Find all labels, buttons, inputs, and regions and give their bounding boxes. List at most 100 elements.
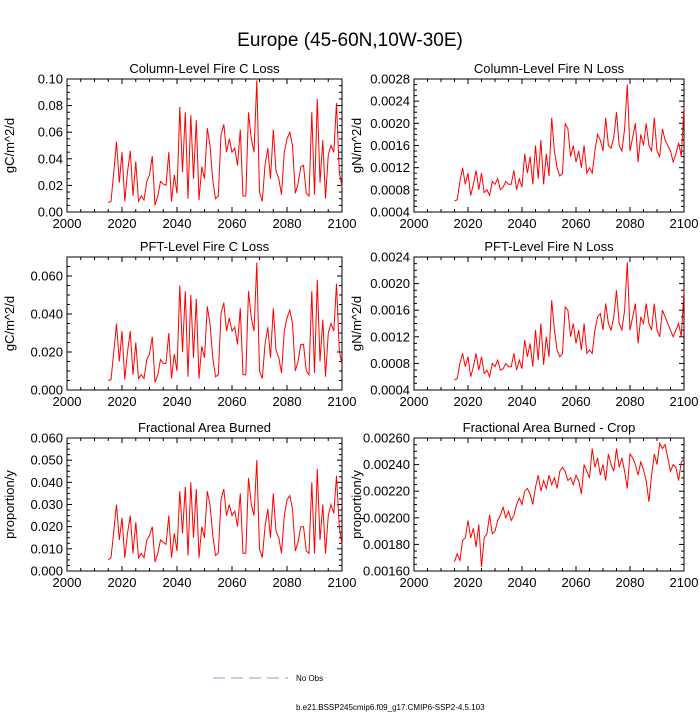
- x-tick-label: 2040: [508, 394, 537, 409]
- x-tick-label: 2060: [218, 216, 247, 231]
- main-title: Europe (45-60N,10W-30E): [237, 30, 463, 51]
- y-tick-label: 0.060: [30, 431, 63, 446]
- panel-title: PFT-Level Fire N Loss: [484, 239, 614, 254]
- panels: 2000 2020 2040 2060 2080 2100 0.00 0.02 0.04 0.06…: [2, 61, 698, 590]
- x-tick-label: 2020: [108, 575, 137, 590]
- x-tick-label: 2100: [670, 394, 699, 409]
- y-tick-label: 0.010: [30, 541, 63, 556]
- plot-frame: [66, 256, 343, 391]
- panel-2: 2000 2020 2040 2060 2080 2100 0.0004 0.0008 0.00…: [349, 61, 698, 231]
- series-line: [454, 84, 685, 202]
- y-axis-label: proportion/y: [2, 470, 17, 539]
- series-line: [454, 262, 685, 381]
- x-tick-label: 2080: [273, 575, 302, 590]
- x-tick-label: 2060: [562, 216, 591, 231]
- y-axis-label: gC/m^2/d: [2, 296, 17, 351]
- panel-title: PFT-Level Fire C Loss: [140, 239, 270, 254]
- y-tick-label: 0.0012: [370, 329, 410, 344]
- x-tick-label: 2080: [616, 216, 645, 231]
- y-tick-label: 0.02: [38, 178, 63, 193]
- panel-title: Fractional Area Burned - Crop: [463, 420, 636, 435]
- y-tick-label: 0.020: [30, 519, 63, 534]
- y-axis-label: proportion/y: [349, 470, 364, 539]
- panel-4: 2000 2020 2040 2060 2080 2100 0.0004 0.0008 0.00…: [349, 239, 698, 409]
- panel-3: 2000 2020 2040 2060 2080 2100 0.000 0.020 0.040 0…: [2, 239, 356, 409]
- series-line: [108, 262, 343, 383]
- y-tick-label: 0.040: [30, 307, 63, 322]
- y-tick-label: 0.00260: [363, 431, 410, 446]
- y-tick-label: 0.0020: [370, 116, 410, 131]
- plot-frame: [413, 437, 685, 572]
- plot-frame: [66, 78, 343, 213]
- y-axis-label: gC/m^2/d: [2, 118, 17, 173]
- x-tick-label: 2040: [163, 216, 192, 231]
- panel-1: 2000 2020 2040 2060 2080 2100 0.00 0.02 0.04 0.06…: [2, 61, 356, 231]
- y-tick-label: 0.00240: [363, 457, 410, 472]
- x-tick-label: 2080: [616, 575, 645, 590]
- x-tick-label: 2040: [163, 394, 192, 409]
- y-tick-label: 0.040: [30, 475, 63, 490]
- x-tick-label: 2100: [328, 575, 357, 590]
- legend-label-run: b.e21.BSSP245cmip6.f09_g17.CMIP6-SSP2-4.…: [296, 703, 485, 712]
- y-tick-label: 0.0020: [370, 276, 410, 291]
- x-tick-label: 2000: [400, 575, 429, 590]
- series-line: [107, 460, 343, 563]
- x-tick-label: 2100: [670, 575, 699, 590]
- y-tick-label: 0.060: [30, 269, 63, 284]
- x-tick-label: 2100: [328, 394, 357, 409]
- x-tick-label: 2040: [163, 575, 192, 590]
- y-tick-label: 0.0016: [370, 138, 410, 153]
- y-tick-label: 0.00200: [363, 510, 410, 525]
- y-tick-label: 0.050: [30, 453, 63, 468]
- y-tick-label: 0.020: [30, 345, 63, 360]
- x-tick-label: 2060: [218, 394, 247, 409]
- x-tick-label: 2060: [562, 575, 591, 590]
- x-tick-label: 2000: [53, 394, 82, 409]
- series-line: [454, 441, 685, 568]
- y-tick-label: 0.0028: [370, 72, 410, 87]
- x-tick-label: 2060: [218, 575, 247, 590]
- panel-6: 2000 2020 2040 2060 2080 2100 0.00160 0.00180 0.…: [349, 420, 698, 590]
- y-axis-label: gN/m^2/d: [349, 296, 364, 351]
- y-tick-label: 0.0004: [370, 383, 410, 398]
- legend-label-no-obs: No Obs: [296, 674, 323, 683]
- panel-title: Fractional Area Burned: [138, 420, 271, 435]
- x-tick-label: 2020: [454, 575, 483, 590]
- y-tick-label: 0.0024: [370, 94, 410, 109]
- y-tick-label: 0.0016: [370, 303, 410, 318]
- y-tick-label: 0.00220: [363, 484, 410, 499]
- x-tick-label: 2040: [508, 216, 537, 231]
- y-tick-label: 0.0008: [370, 356, 410, 371]
- x-tick-label: 2100: [328, 216, 357, 231]
- x-tick-label: 2000: [400, 216, 429, 231]
- x-tick-label: 2000: [53, 575, 82, 590]
- y-tick-label: 0.000: [30, 383, 63, 398]
- x-tick-label: 2000: [400, 394, 429, 409]
- y-tick-label: 0.04: [38, 151, 63, 166]
- x-tick-label: 2000: [53, 216, 82, 231]
- y-tick-label: 0.0008: [370, 182, 410, 197]
- x-tick-label: 2080: [273, 394, 302, 409]
- panel-title: Column-Level Fire N Loss: [474, 61, 625, 76]
- legend: No Obs: [213, 674, 323, 683]
- y-tick-label: 0.0012: [370, 160, 410, 175]
- x-tick-label: 2020: [108, 216, 137, 231]
- x-tick-label: 2100: [670, 216, 699, 231]
- y-tick-label: 0.10: [38, 72, 63, 87]
- x-tick-label: 2020: [108, 394, 137, 409]
- y-tick-label: 0.0004: [370, 205, 410, 220]
- y-tick-label: 0.030: [30, 497, 63, 512]
- y-tick-label: 0.00: [38, 205, 63, 220]
- y-tick-label: 0.0024: [370, 250, 410, 265]
- x-tick-label: 2020: [454, 394, 483, 409]
- y-tick-label: 0.08: [38, 98, 63, 113]
- y-tick-label: 0.00180: [363, 537, 410, 552]
- panel-title: Column-Level Fire C Loss: [129, 61, 280, 76]
- y-tick-label: 0.00160: [363, 564, 410, 579]
- y-axis-label: gN/m^2/d: [349, 118, 364, 173]
- x-tick-label: 2060: [562, 394, 591, 409]
- y-tick-label: 0.000: [30, 564, 63, 579]
- x-tick-label: 2080: [616, 394, 645, 409]
- series-line: [108, 80, 343, 206]
